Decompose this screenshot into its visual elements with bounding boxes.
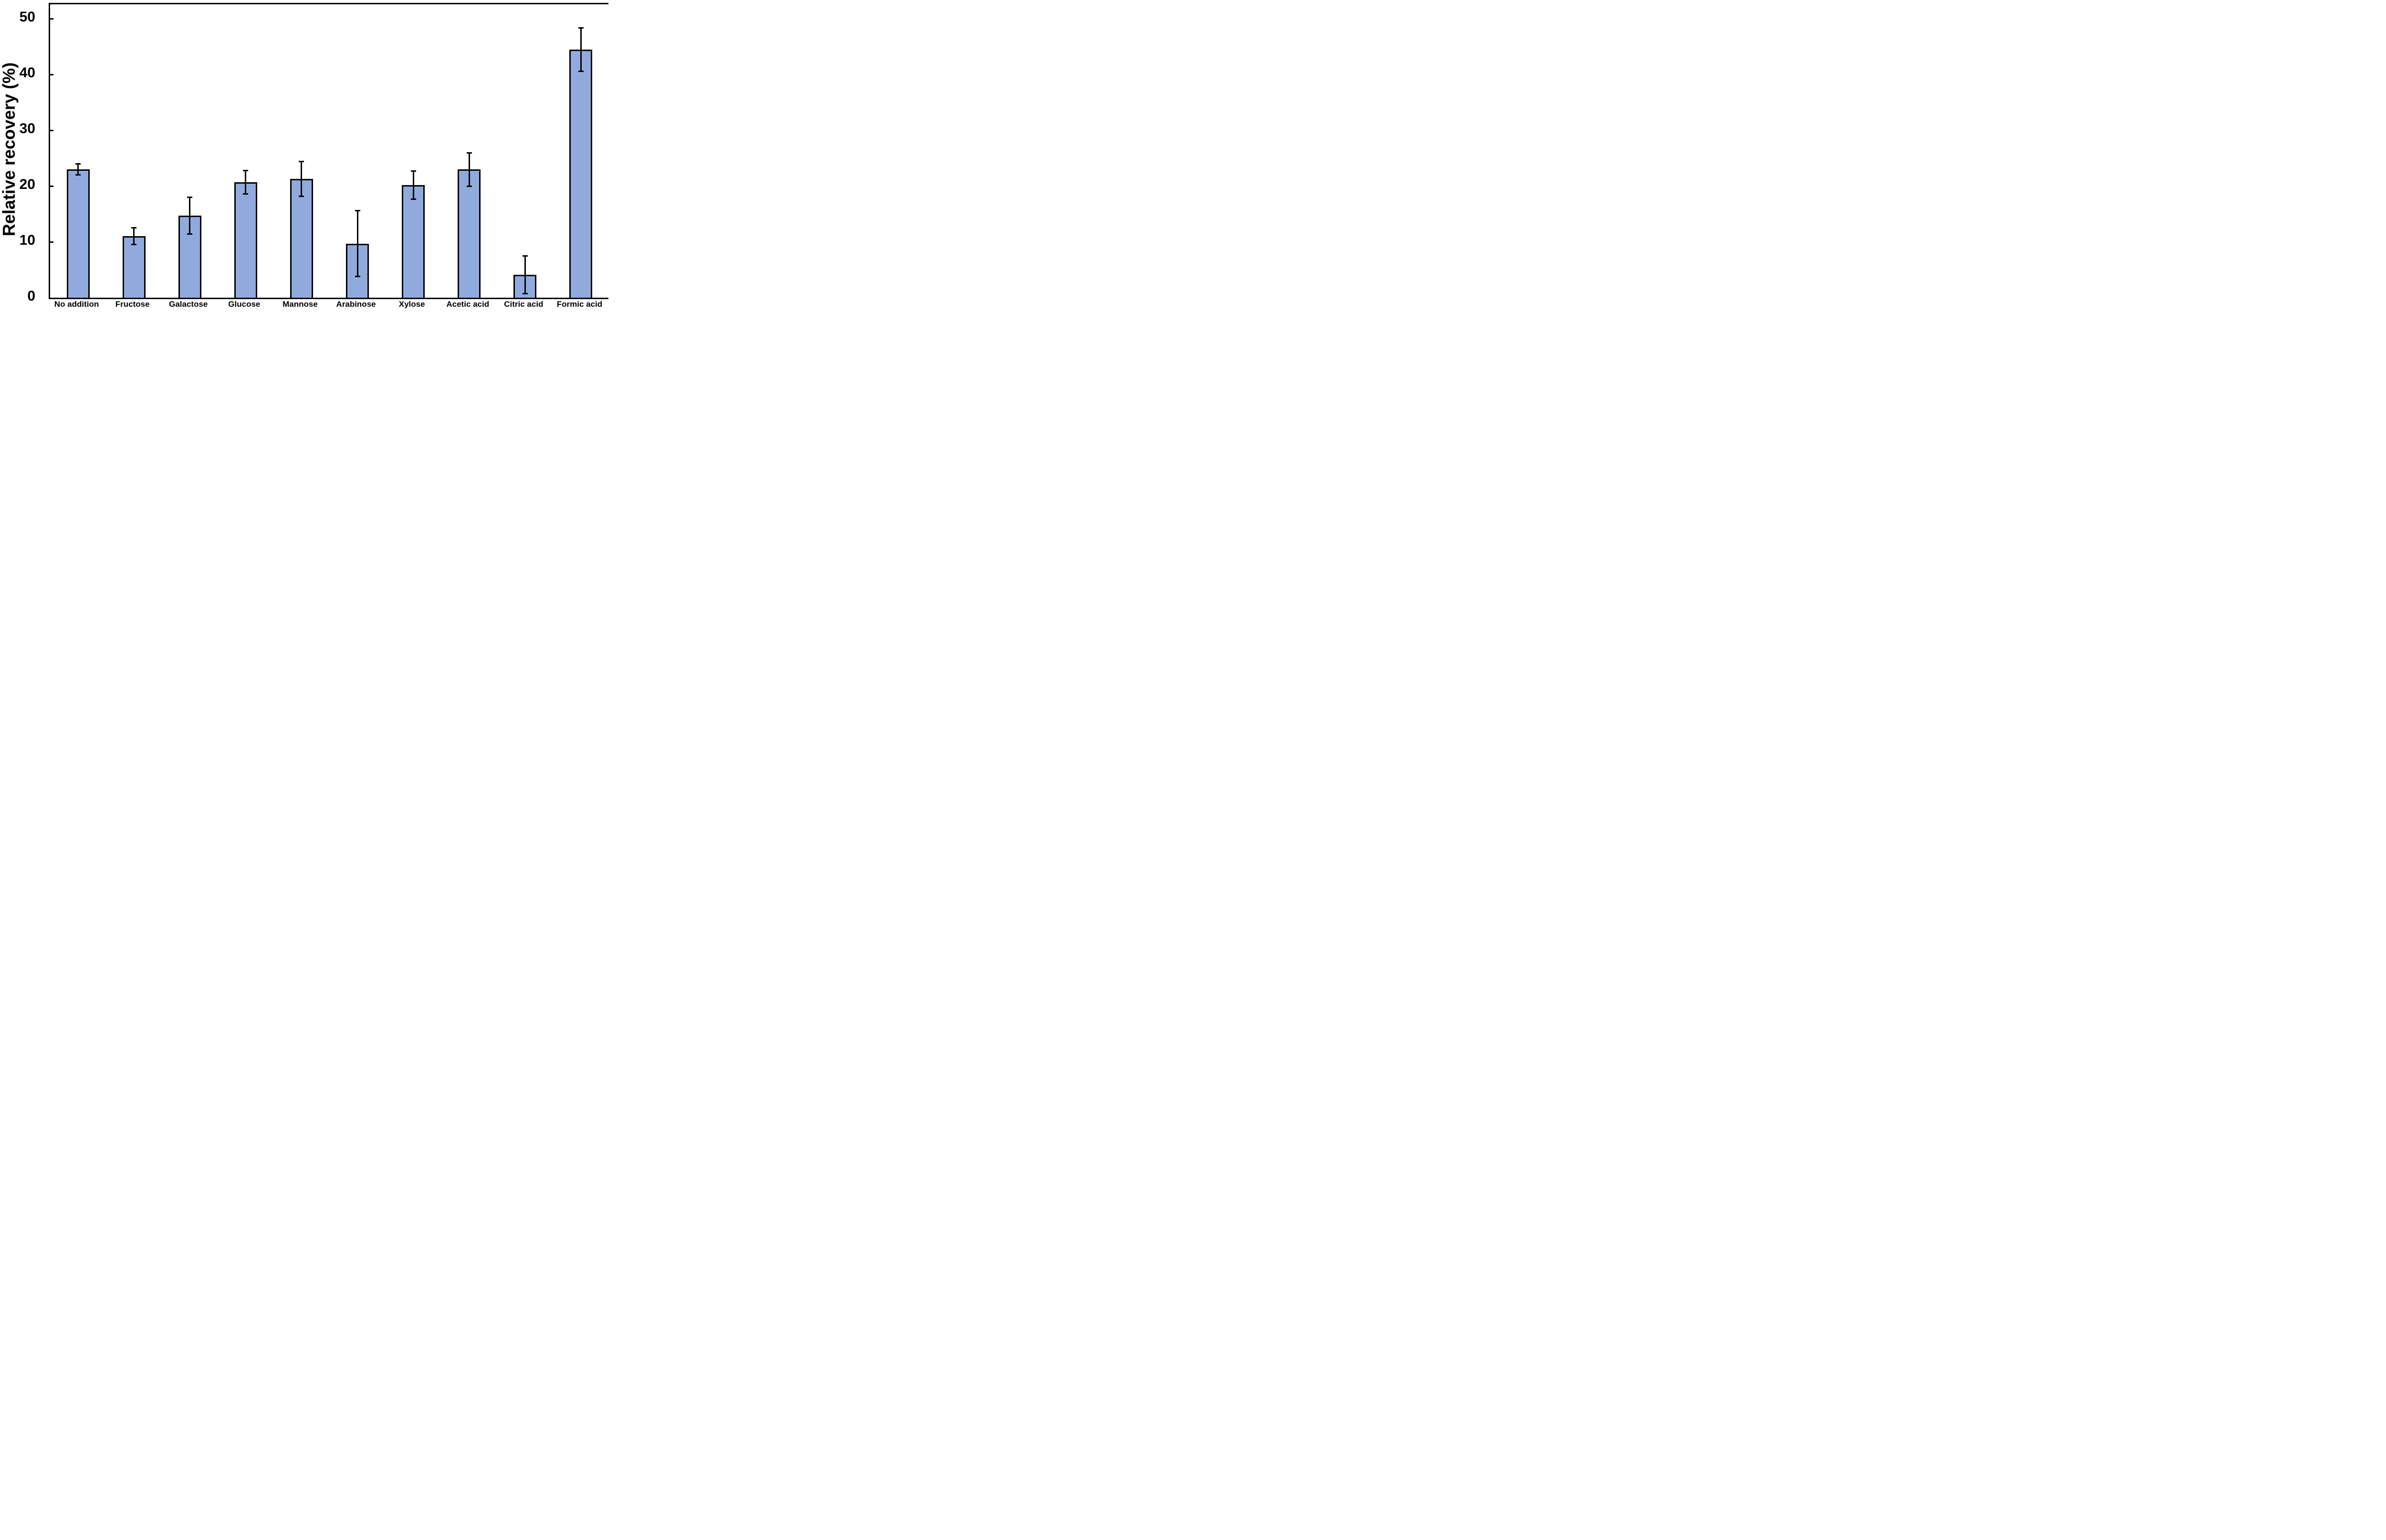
bar bbox=[569, 49, 593, 298]
error-bar-cap-bottom bbox=[522, 293, 528, 295]
error-bar-cap-top bbox=[75, 163, 81, 165]
error-bar-cap-top bbox=[299, 161, 304, 163]
error-bar-cap-bottom bbox=[410, 198, 416, 200]
x-tick-label: Xylose bbox=[398, 300, 425, 308]
error-bar-cap-bottom bbox=[75, 174, 81, 176]
bar bbox=[402, 185, 425, 298]
y-tick-label: 40 bbox=[19, 65, 35, 81]
error-bar-cap-top bbox=[410, 170, 416, 172]
bar bbox=[234, 182, 257, 298]
y-tick-mark bbox=[50, 18, 53, 20]
error-bar-whisker bbox=[524, 256, 526, 294]
error-bar-cap-bottom bbox=[131, 244, 137, 246]
error-bar-cap-top bbox=[522, 255, 528, 257]
x-tick-label: Glucose bbox=[228, 300, 261, 308]
error-bar-cap-top bbox=[187, 197, 193, 198]
y-tick-mark bbox=[50, 185, 53, 187]
y-tick-label: 10 bbox=[19, 232, 35, 249]
x-tick-label: Arabinose bbox=[336, 300, 376, 308]
error-bar-whisker bbox=[77, 164, 79, 175]
y-tick-mark bbox=[50, 73, 53, 75]
error-bar-cap-bottom bbox=[187, 233, 193, 235]
plot-area bbox=[49, 3, 608, 299]
y-tick-mark bbox=[50, 129, 53, 131]
error-bar-whisker bbox=[356, 210, 358, 277]
error-bar-whisker bbox=[580, 28, 582, 72]
error-bar-whisker bbox=[189, 197, 191, 234]
error-bar-cap-top bbox=[578, 27, 584, 29]
x-tick-label: Citric acid bbox=[504, 300, 544, 308]
y-axis-title: Relative recovery (%) bbox=[0, 62, 19, 237]
x-tick-label: No addition bbox=[54, 300, 99, 308]
error-bar-whisker bbox=[133, 228, 135, 245]
error-bar-whisker bbox=[301, 161, 303, 197]
bar bbox=[290, 178, 313, 298]
x-tick-label: Fructose bbox=[115, 300, 150, 308]
bar bbox=[66, 169, 90, 298]
y-tick-label: 20 bbox=[19, 177, 35, 193]
error-bar-cap-bottom bbox=[466, 185, 472, 187]
error-bar-cap-top bbox=[131, 227, 137, 229]
error-bar-whisker bbox=[245, 170, 247, 194]
x-tick-label: Formic acid bbox=[556, 300, 603, 308]
error-bar-cap-bottom bbox=[578, 70, 584, 72]
y-tick-label: 30 bbox=[19, 121, 35, 137]
error-bar-whisker bbox=[468, 153, 470, 187]
bar bbox=[122, 236, 146, 298]
error-bar-whisker bbox=[412, 171, 414, 199]
y-tick-label: 50 bbox=[19, 9, 35, 25]
y-tick-mark bbox=[50, 241, 53, 243]
bar-chart: Relative recovery (%) 0 10 20 30 40 50 No addi… bbox=[0, 0, 608, 308]
x-tick-label: Galactose bbox=[169, 300, 208, 308]
error-bar-cap-bottom bbox=[299, 195, 304, 197]
error-bar-cap-bottom bbox=[355, 276, 360, 278]
x-tick-label: Acetic acid bbox=[446, 300, 490, 308]
y-tick-label: 0 bbox=[27, 288, 35, 304]
x-tick-label: Mannose bbox=[283, 300, 318, 308]
error-bar-cap-bottom bbox=[243, 193, 249, 195]
error-bar-cap-top bbox=[355, 210, 360, 212]
bar bbox=[458, 169, 481, 298]
error-bar-cap-top bbox=[466, 152, 472, 154]
error-bar-cap-top bbox=[243, 169, 249, 171]
